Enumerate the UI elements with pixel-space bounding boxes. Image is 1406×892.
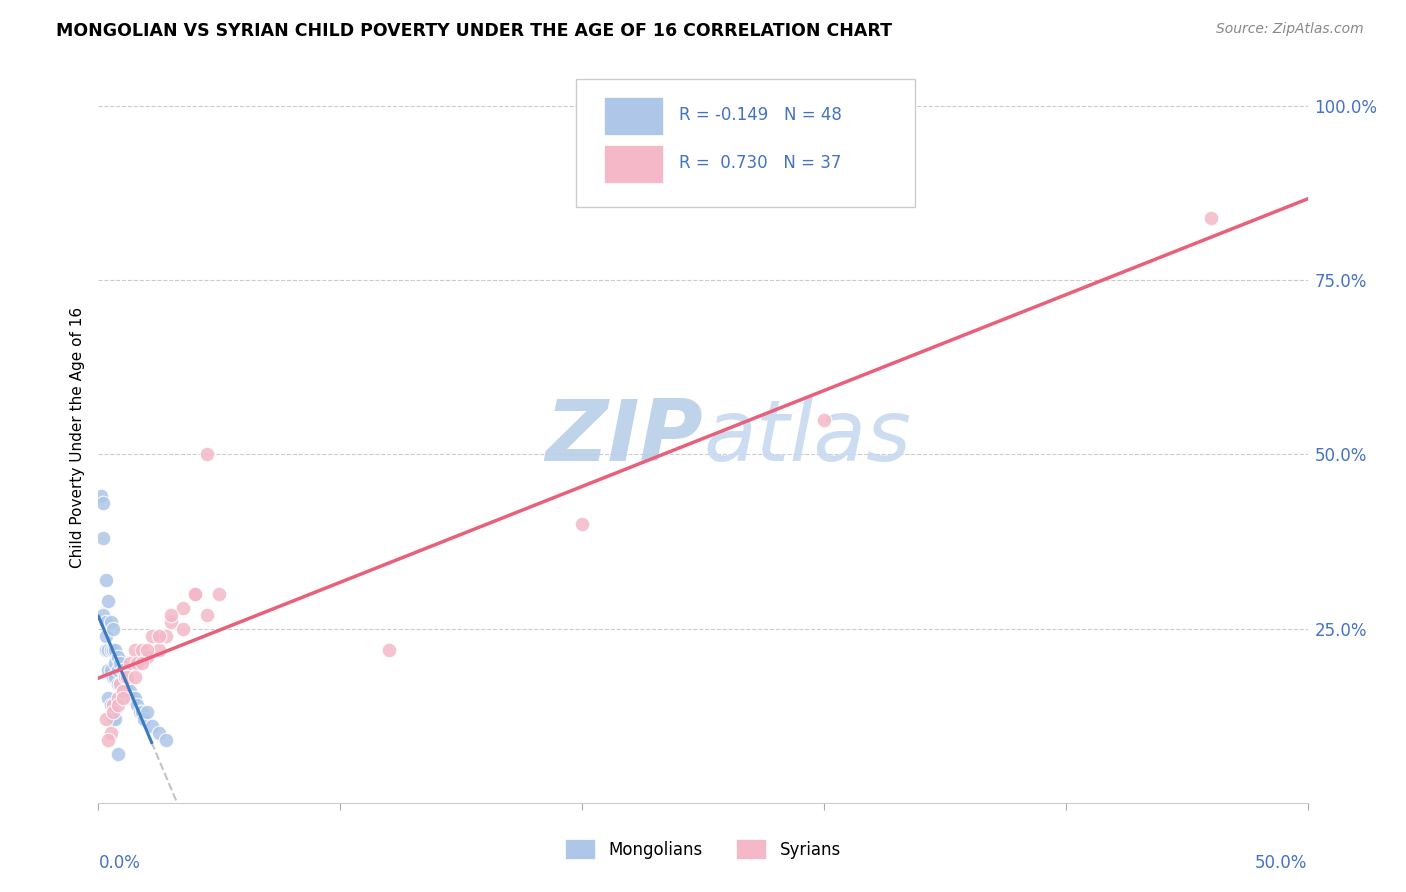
Point (571, 517, 593, 532)
Point (114, 691, 136, 706)
Point (90, 489, 112, 503)
Point (104, 712, 127, 726)
Point (101, 622, 124, 636)
Point (148, 726, 170, 740)
Text: Source: ZipAtlas.com: Source: ZipAtlas.com (1216, 22, 1364, 37)
Point (131, 642, 153, 657)
Point (107, 664, 129, 678)
Point (1199, 211, 1222, 225)
Point (377, 642, 399, 657)
FancyBboxPatch shape (603, 97, 664, 135)
Point (148, 629, 170, 643)
Point (101, 712, 124, 726)
Point (155, 629, 177, 643)
Point (100, 615, 122, 629)
Point (91, 496, 114, 510)
Point (97, 664, 120, 678)
Text: 50.0%: 50.0% (1256, 854, 1308, 872)
Point (160, 615, 183, 629)
Text: R = -0.149   N = 48: R = -0.149 N = 48 (679, 106, 842, 124)
Point (94, 642, 117, 657)
Point (101, 705, 124, 719)
Point (135, 649, 157, 664)
Point (124, 670, 146, 684)
Point (94, 629, 117, 643)
Point (172, 622, 194, 636)
Text: R =  0.730   N = 37: R = 0.730 N = 37 (679, 153, 841, 172)
Point (160, 607, 183, 622)
Point (101, 642, 124, 657)
Point (107, 747, 129, 761)
Point (107, 691, 129, 706)
FancyBboxPatch shape (576, 78, 915, 207)
Point (117, 677, 139, 691)
Point (101, 705, 124, 719)
Point (141, 629, 163, 643)
Y-axis label: Child Poverty Under the Age of 16: Child Poverty Under the Age of 16 (69, 307, 84, 567)
Point (148, 642, 170, 657)
Point (104, 657, 127, 671)
Text: 0.0%: 0.0% (98, 854, 141, 872)
Point (172, 600, 194, 615)
Point (97, 642, 120, 657)
Point (127, 698, 149, 713)
Point (135, 642, 157, 657)
Point (97, 733, 120, 747)
Point (117, 670, 139, 684)
Point (101, 698, 124, 713)
Point (100, 726, 122, 740)
Point (100, 664, 122, 678)
Point (118, 657, 141, 671)
Point (195, 448, 218, 462)
Text: atlas: atlas (703, 395, 911, 479)
Point (127, 657, 149, 671)
Point (107, 698, 129, 713)
Point (124, 691, 146, 706)
Point (117, 691, 139, 706)
Point (118, 684, 141, 698)
Point (141, 719, 163, 733)
Point (101, 670, 124, 684)
Point (91, 531, 114, 545)
Text: ZIP: ZIP (546, 395, 703, 479)
Point (111, 691, 134, 706)
Legend: Mongolians, Syrians: Mongolians, Syrians (557, 830, 849, 868)
Point (121, 691, 143, 706)
Point (91, 607, 114, 622)
Point (104, 642, 127, 657)
Point (107, 677, 129, 691)
Point (108, 677, 131, 691)
Point (131, 657, 153, 671)
Point (208, 587, 231, 601)
Point (195, 607, 218, 622)
Point (111, 664, 134, 678)
Point (100, 698, 122, 713)
Point (114, 670, 136, 684)
Point (135, 705, 157, 719)
Point (94, 573, 117, 587)
Point (128, 705, 150, 719)
Point (100, 642, 122, 657)
Point (155, 733, 177, 747)
Point (111, 684, 134, 698)
Point (97, 691, 120, 706)
Point (97, 594, 120, 608)
Point (184, 587, 207, 601)
Point (104, 670, 127, 684)
Point (94, 615, 117, 629)
Point (111, 684, 134, 698)
Point (813, 412, 835, 426)
Point (108, 677, 131, 691)
Point (94, 712, 117, 726)
Point (107, 649, 129, 664)
Point (124, 642, 146, 657)
Point (131, 705, 153, 719)
Point (184, 587, 207, 601)
Point (114, 670, 136, 684)
Point (108, 657, 131, 671)
FancyBboxPatch shape (603, 145, 664, 183)
Text: MONGOLIAN VS SYRIAN CHILD POVERTY UNDER THE AGE OF 16 CORRELATION CHART: MONGOLIAN VS SYRIAN CHILD POVERTY UNDER … (56, 22, 893, 40)
Point (134, 712, 156, 726)
